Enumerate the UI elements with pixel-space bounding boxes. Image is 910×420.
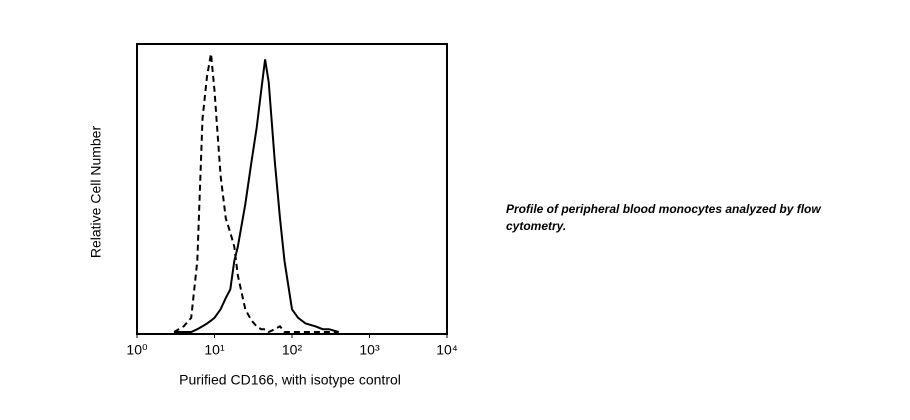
x-tick-label: 10¹ — [204, 342, 225, 358]
x-tick-label: 10⁴ — [436, 342, 458, 358]
y-axis-label: Relative Cell Number — [88, 126, 104, 259]
x-axis-label: Purified CD166, with isotype control — [179, 372, 401, 388]
x-tick-label: 10³ — [359, 342, 380, 358]
x-tick-label: 10⁰ — [126, 342, 148, 358]
caption: Profile of peripheral blood monocytes an… — [506, 202, 821, 233]
chart: Purified CD166, with isotype control Rel… — [88, 43, 458, 388]
histogram-line — [174, 59, 339, 333]
x-tick-label: 10² — [282, 342, 303, 358]
histogram-line — [173, 53, 339, 334]
plot-frame — [136, 43, 448, 335]
